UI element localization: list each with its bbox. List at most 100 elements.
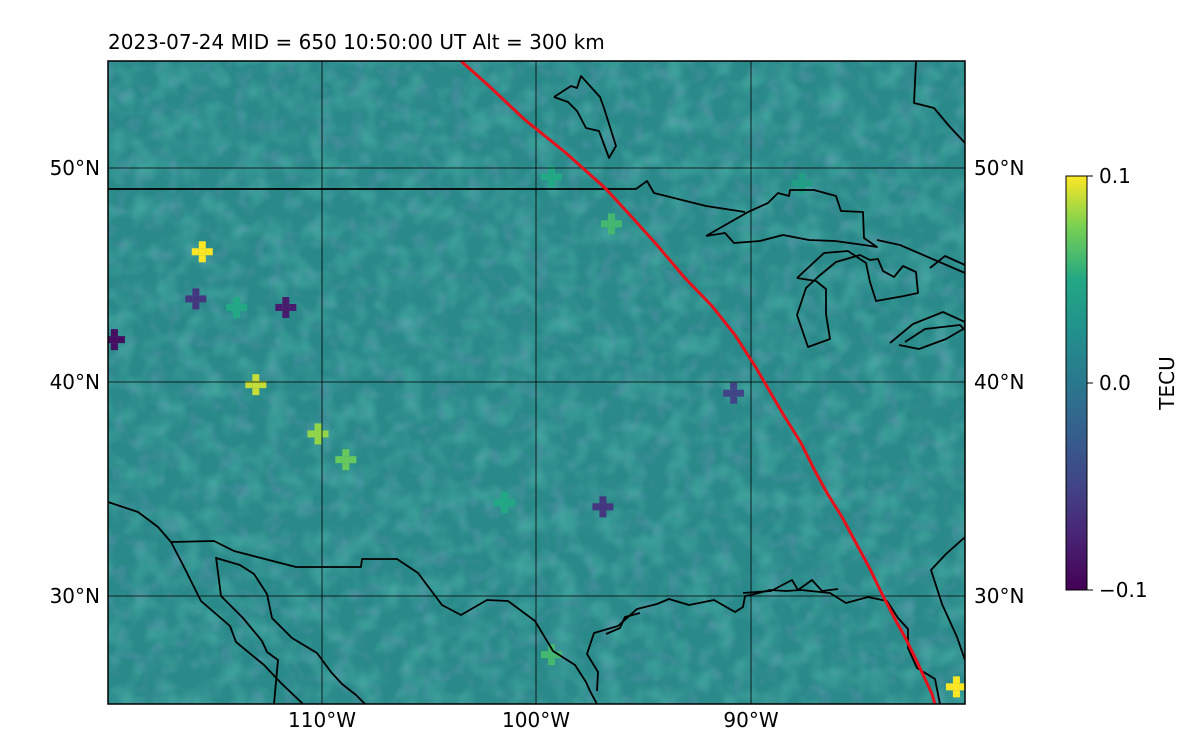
tec-anomaly-pixel (252, 381, 260, 389)
tec-anomaly-pixel (275, 303, 283, 311)
tec-anomaly-pixel (240, 303, 248, 311)
lat-labels-left: 50°N 40°N 30°N (50, 156, 100, 608)
tec-anomaly-pixel (199, 295, 207, 303)
tec-anomaly-pixel (599, 510, 607, 518)
tec-anomaly-pixel (952, 683, 960, 691)
tec-anomaly-pixel (185, 295, 193, 303)
florida-peninsula (930, 536, 965, 661)
tec-anomaly-pixel (198, 248, 206, 256)
tec-anomaly-pixel (507, 499, 515, 507)
tec-anomaly-pixel (599, 503, 607, 511)
mexico-us-border (170, 540, 598, 704)
tec-anomaly-pixel (233, 310, 241, 318)
colorbar-tick-label-zero: 0.0 (1099, 371, 1131, 395)
tec-anomaly-pixel (233, 296, 241, 304)
tec-anomaly-pixel (307, 430, 315, 438)
tec-anomaly-pixel (945, 683, 953, 691)
coastlines-and-borders (108, 61, 965, 704)
tec-anomaly-pixel (108, 336, 111, 344)
lake-erie-ontario (889, 311, 965, 350)
tec-anomaly-pixel (191, 248, 199, 256)
colorbar-gradient (1065, 175, 1088, 591)
tec-anomaly-pixel (737, 389, 745, 397)
tec-anomaly-pixel (500, 506, 508, 514)
lat-label-40-left: 40°N (50, 370, 100, 394)
tec-anomaly-pixel (349, 456, 357, 464)
terminator-line (460, 61, 937, 704)
tec-anomaly-pixel (110, 343, 118, 351)
tec-anomaly-pixel (117, 336, 125, 344)
lon-labels: 110°W 100°W 90°W (288, 708, 779, 732)
tec-anomaly-pixel (282, 296, 290, 304)
tec-anomaly-pixel (500, 499, 508, 507)
tec-anomaly-pixel (233, 303, 241, 311)
tec-anomaly-pixel (342, 449, 350, 457)
lon-label-110w: 110°W (288, 708, 356, 732)
tec-anomaly-pixel (493, 499, 501, 507)
colorbar-label: TECU (1155, 356, 1179, 410)
lat-label-50-left: 50°N (50, 156, 100, 180)
tec-anomaly-pixel (335, 456, 343, 464)
lat-label-50-right: 50°N (974, 156, 1024, 180)
map-panel (108, 61, 965, 704)
lake-superior (705, 189, 878, 248)
baja-california (108, 501, 304, 704)
tec-anomaly-pixel (500, 492, 508, 500)
tec-anomaly-pixel (192, 295, 200, 303)
tec-anomaly-pixel (110, 336, 118, 344)
ontario-northeast-border (913, 61, 965, 144)
tec-anomaly-pixel (592, 503, 600, 511)
tec-anomaly-pixel (245, 381, 253, 389)
tec-anomaly-pixel (547, 173, 555, 181)
tec-anomaly-pixel (805, 179, 813, 187)
tec-anomaly-pixel (547, 651, 555, 659)
tec-anomaly-pixel (607, 227, 615, 235)
tec-anomaly-pixel (314, 423, 322, 431)
lat-label-30-left: 30°N (50, 584, 100, 608)
tec-anomaly-pixel (342, 463, 350, 471)
tec-anomaly-pixel (226, 303, 234, 311)
hudson-bay-coast (553, 75, 617, 159)
tec-anomaly-pixel (607, 213, 615, 221)
baja-peninsula (215, 556, 279, 704)
colorbar: 0.1 0.0 −0.1 TECU (1065, 164, 1179, 602)
ontario-peninsula (904, 324, 965, 343)
tec-anomaly-pixel (252, 388, 260, 396)
tec-anomaly-pixel (607, 220, 615, 228)
tec-anomaly-layer (108, 166, 965, 698)
tec-anomaly-pixel (554, 173, 562, 181)
lower-peninsula-shore (929, 255, 965, 269)
tec-anomaly-pixel (314, 430, 322, 438)
map-frame (107, 60, 966, 705)
tec-anomaly-pixel (540, 173, 548, 181)
tec-anomaly-pixel (600, 220, 608, 228)
tec-anomaly-pixel (798, 172, 806, 180)
tec-anomaly-pixel (342, 456, 350, 464)
tec-anomaly-pixel (606, 503, 614, 511)
tec-anomaly-pixel (791, 179, 799, 187)
tec-anomaly-pixel (282, 310, 290, 318)
tec-anomaly-pixel (282, 303, 290, 311)
tec-anomaly-pixel (798, 179, 806, 187)
tec-field-negative-texture (108, 61, 965, 704)
tec-anomaly-pixel (540, 651, 548, 659)
tec-anomaly-pixel (192, 302, 200, 310)
colorbar-tick-label-min: −0.1 (1099, 578, 1148, 602)
tec-anomaly-pixel (259, 381, 267, 389)
tec-anomaly-pixel (952, 676, 960, 684)
baja-inner-coast (215, 557, 366, 704)
tec-anomaly-pixel (730, 382, 738, 390)
tec-anomaly-pixel (110, 329, 118, 337)
lat-label-30-right: 30°N (974, 584, 1024, 608)
tec-anomaly-pixel (952, 690, 960, 698)
tec-anomaly-pixel (547, 166, 555, 174)
tec-anomaly-pixel (730, 396, 738, 404)
tec-anomaly-pixel (252, 374, 260, 382)
map-gridlines (108, 61, 965, 704)
map-title: 2023-07-24 MID = 650 10:50:00 UT Alt = 3… (108, 30, 605, 54)
lon-label-100w: 100°W (502, 708, 570, 732)
lon-label-90w: 90°W (723, 708, 778, 732)
us-east-coast (876, 239, 965, 274)
tec-anomaly-pixel (321, 430, 329, 438)
